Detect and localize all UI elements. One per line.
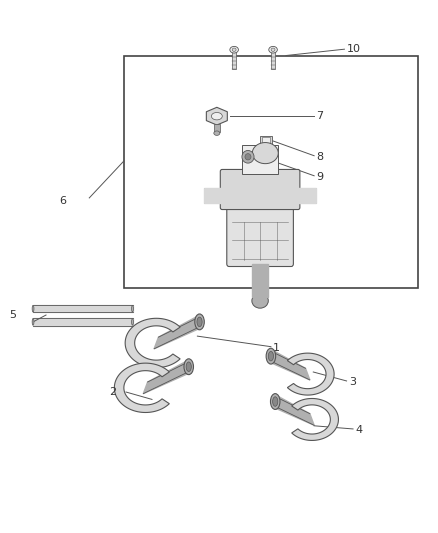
Ellipse shape bbox=[184, 359, 194, 375]
Ellipse shape bbox=[131, 319, 134, 325]
Text: 7: 7 bbox=[316, 111, 323, 121]
Polygon shape bbox=[154, 316, 201, 349]
Polygon shape bbox=[287, 353, 334, 395]
Ellipse shape bbox=[242, 150, 254, 163]
Polygon shape bbox=[33, 305, 133, 312]
Bar bbox=[124, 55, 418, 288]
Ellipse shape bbox=[268, 351, 273, 361]
Ellipse shape bbox=[32, 319, 34, 325]
Ellipse shape bbox=[269, 46, 277, 53]
Ellipse shape bbox=[271, 48, 275, 51]
FancyBboxPatch shape bbox=[227, 200, 293, 266]
Ellipse shape bbox=[245, 154, 251, 160]
Polygon shape bbox=[204, 189, 222, 203]
Bar bbox=[271, 52, 275, 69]
Polygon shape bbox=[252, 264, 268, 297]
FancyBboxPatch shape bbox=[220, 169, 300, 209]
Ellipse shape bbox=[252, 293, 268, 308]
Ellipse shape bbox=[252, 142, 278, 164]
Text: 8: 8 bbox=[316, 152, 323, 162]
Text: 4: 4 bbox=[355, 425, 362, 435]
Polygon shape bbox=[33, 318, 133, 326]
Ellipse shape bbox=[32, 305, 34, 312]
Text: 9: 9 bbox=[316, 172, 323, 182]
Ellipse shape bbox=[270, 393, 280, 409]
Polygon shape bbox=[143, 361, 191, 393]
Ellipse shape bbox=[265, 155, 269, 161]
Bar bbox=[242, 145, 278, 174]
Ellipse shape bbox=[232, 48, 236, 51]
Text: 3: 3 bbox=[349, 377, 356, 387]
Ellipse shape bbox=[212, 112, 223, 120]
Ellipse shape bbox=[195, 314, 204, 330]
Text: 2: 2 bbox=[109, 387, 116, 397]
Bar bbox=[262, 138, 270, 144]
Ellipse shape bbox=[272, 397, 278, 406]
Ellipse shape bbox=[214, 131, 220, 135]
Polygon shape bbox=[273, 395, 314, 425]
Ellipse shape bbox=[186, 362, 191, 372]
Polygon shape bbox=[206, 107, 227, 125]
Bar bbox=[262, 152, 272, 164]
Ellipse shape bbox=[131, 305, 134, 312]
Text: 6: 6 bbox=[59, 196, 66, 206]
Text: 5: 5 bbox=[9, 310, 16, 320]
Polygon shape bbox=[269, 350, 310, 380]
Polygon shape bbox=[114, 363, 170, 413]
Text: 10: 10 bbox=[346, 44, 360, 54]
Bar bbox=[232, 52, 237, 69]
Ellipse shape bbox=[197, 317, 202, 327]
Ellipse shape bbox=[230, 46, 238, 53]
Ellipse shape bbox=[266, 348, 276, 364]
Bar bbox=[260, 136, 272, 146]
Polygon shape bbox=[298, 189, 316, 203]
Polygon shape bbox=[292, 399, 339, 440]
Polygon shape bbox=[125, 318, 180, 368]
Text: 1: 1 bbox=[273, 343, 280, 353]
Bar bbox=[214, 124, 219, 132]
